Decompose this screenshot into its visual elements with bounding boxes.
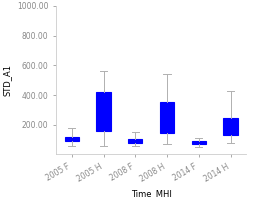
PathPatch shape — [160, 102, 174, 133]
PathPatch shape — [96, 92, 111, 131]
PathPatch shape — [223, 118, 238, 135]
Y-axis label: STD_A1: STD_A1 — [2, 64, 11, 96]
PathPatch shape — [65, 137, 79, 141]
X-axis label: Time_MHI: Time_MHI — [131, 189, 171, 198]
PathPatch shape — [192, 141, 206, 144]
PathPatch shape — [128, 139, 142, 143]
